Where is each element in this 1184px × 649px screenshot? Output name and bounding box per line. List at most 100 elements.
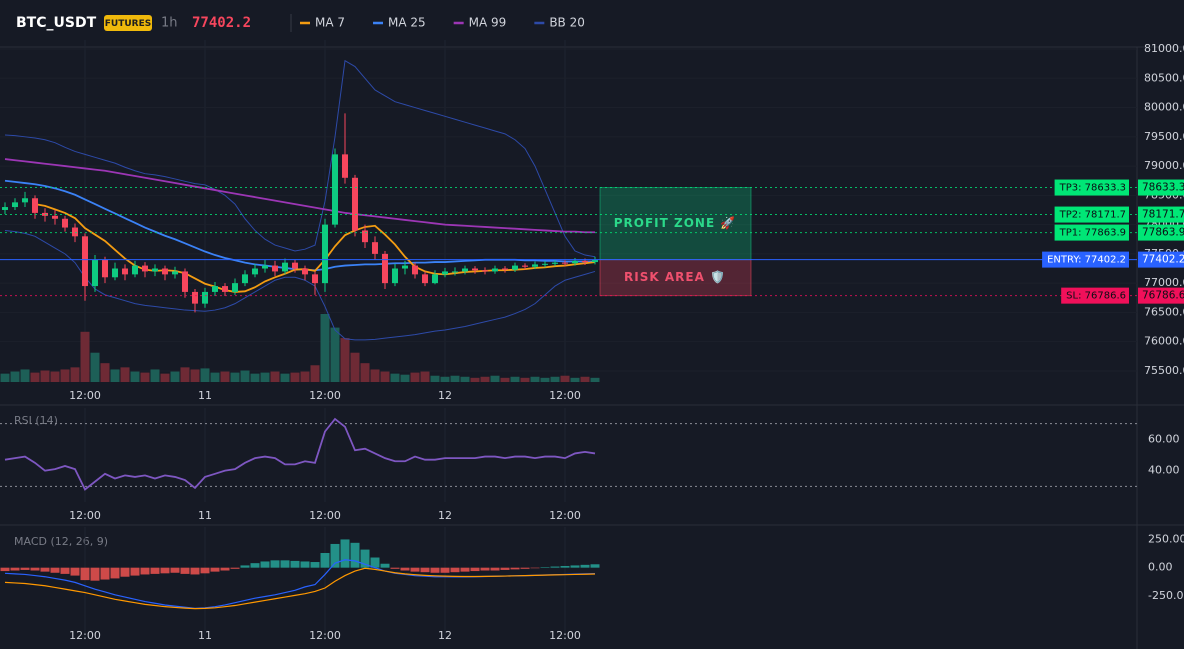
candle-body [332, 154, 338, 225]
y-tick-label: 77000.00 [1144, 276, 1184, 289]
volume-bar [330, 327, 340, 382]
volume-bar [390, 373, 400, 382]
candle-body [2, 207, 8, 210]
legend-label: MA 99 [469, 16, 507, 30]
histogram-bar [140, 567, 150, 575]
volume-bar [280, 373, 290, 382]
volume-bar [190, 369, 200, 382]
histogram-bar [350, 542, 360, 568]
volume-bar [490, 375, 500, 382]
candle-body [512, 265, 518, 270]
volume-bar [450, 375, 460, 382]
volume-bar [10, 371, 20, 382]
y-tick-label: 76000.00 [1144, 335, 1184, 348]
candle-body [252, 268, 258, 275]
zone [599, 259, 752, 297]
axis-tag [1138, 224, 1184, 241]
candle-body [282, 262, 288, 272]
histogram-bar [60, 567, 70, 574]
candle-body [502, 268, 508, 270]
candle-body [392, 268, 398, 284]
volume-bar [90, 352, 100, 382]
candle-body [402, 265, 408, 269]
histogram-bar [320, 552, 330, 568]
histogram-bar [580, 564, 590, 568]
histogram-bar [290, 560, 300, 568]
volume-bar [420, 371, 430, 382]
histogram-bar [560, 565, 570, 568]
volume-bar [590, 377, 600, 382]
candle-body [302, 268, 308, 275]
candle-body [552, 262, 558, 264]
histogram-bar [420, 567, 430, 573]
x-tick-label: 12 [438, 389, 452, 402]
candle-body [102, 259, 108, 278]
axis-tag-label: 77402.20 [1142, 254, 1184, 266]
y-tick-label: 79500.00 [1144, 130, 1184, 143]
level-label: TP1: 77863.9 [1059, 228, 1126, 239]
candle-body [322, 224, 328, 284]
histogram-bar [270, 560, 280, 568]
candle-body [242, 274, 248, 284]
volume-bar [360, 363, 370, 382]
volume-bar [30, 372, 40, 382]
histogram-bar [570, 565, 580, 568]
candle-body [462, 268, 468, 272]
candle-body [342, 154, 348, 178]
histogram-bar [280, 560, 290, 568]
histogram-bar [130, 567, 140, 576]
candle-body [382, 253, 388, 284]
histogram-bar [210, 567, 220, 572]
symbol: BTC_USDT [16, 15, 97, 31]
volume-bar [410, 372, 420, 382]
volume-bar [380, 371, 390, 382]
volume-bar [440, 376, 450, 382]
y-tick-label: 79000.00 [1144, 159, 1184, 172]
candle-body [152, 268, 158, 272]
moving-average [4, 158, 595, 234]
histogram-bar [30, 567, 40, 571]
x-tick-label: 12 [438, 629, 452, 642]
volume-bar [60, 369, 70, 382]
candle-body [572, 260, 578, 264]
y-tick-label: 40.00 [1148, 464, 1180, 477]
candle-body [412, 265, 418, 275]
histogram-bar [370, 557, 380, 568]
candle-body [542, 263, 548, 265]
level-tag [1054, 206, 1129, 223]
volume-bar [230, 372, 240, 382]
histogram-bar [120, 567, 130, 577]
x-tick-label: 12:00 [309, 629, 341, 642]
legend-label: BB 20 [549, 16, 585, 30]
x-tick-label: 11 [198, 509, 212, 522]
candle-body [122, 268, 128, 275]
histogram-bar [0, 567, 10, 572]
candle-body [232, 283, 238, 292]
level-label: SL: 76786.6 [1066, 291, 1126, 302]
candle-body [442, 271, 448, 275]
histogram-bar [220, 567, 230, 571]
interval: 1h [161, 16, 178, 31]
bollinger-upper [4, 59, 596, 258]
histogram-bar [400, 567, 410, 571]
volume-bar [110, 369, 120, 382]
volume-bar [50, 371, 60, 382]
histogram-bar [170, 567, 180, 573]
candle-body [362, 230, 368, 243]
histogram-bar [380, 563, 390, 568]
candle-body [372, 242, 378, 254]
volume-bar [340, 338, 350, 382]
level-tag [1054, 224, 1129, 241]
legend-label: MA 25 [388, 16, 426, 30]
histogram-bar [160, 567, 170, 574]
axis-tag-label: 77863.90 [1142, 227, 1184, 239]
volume-bar [470, 377, 480, 382]
histogram-bar [20, 567, 30, 570]
candle-body [132, 265, 138, 275]
rsi-line [4, 417, 596, 491]
level-tag [1061, 287, 1129, 304]
candle-body [472, 268, 478, 271]
histogram-bar [410, 567, 420, 572]
candle-body [422, 274, 428, 284]
